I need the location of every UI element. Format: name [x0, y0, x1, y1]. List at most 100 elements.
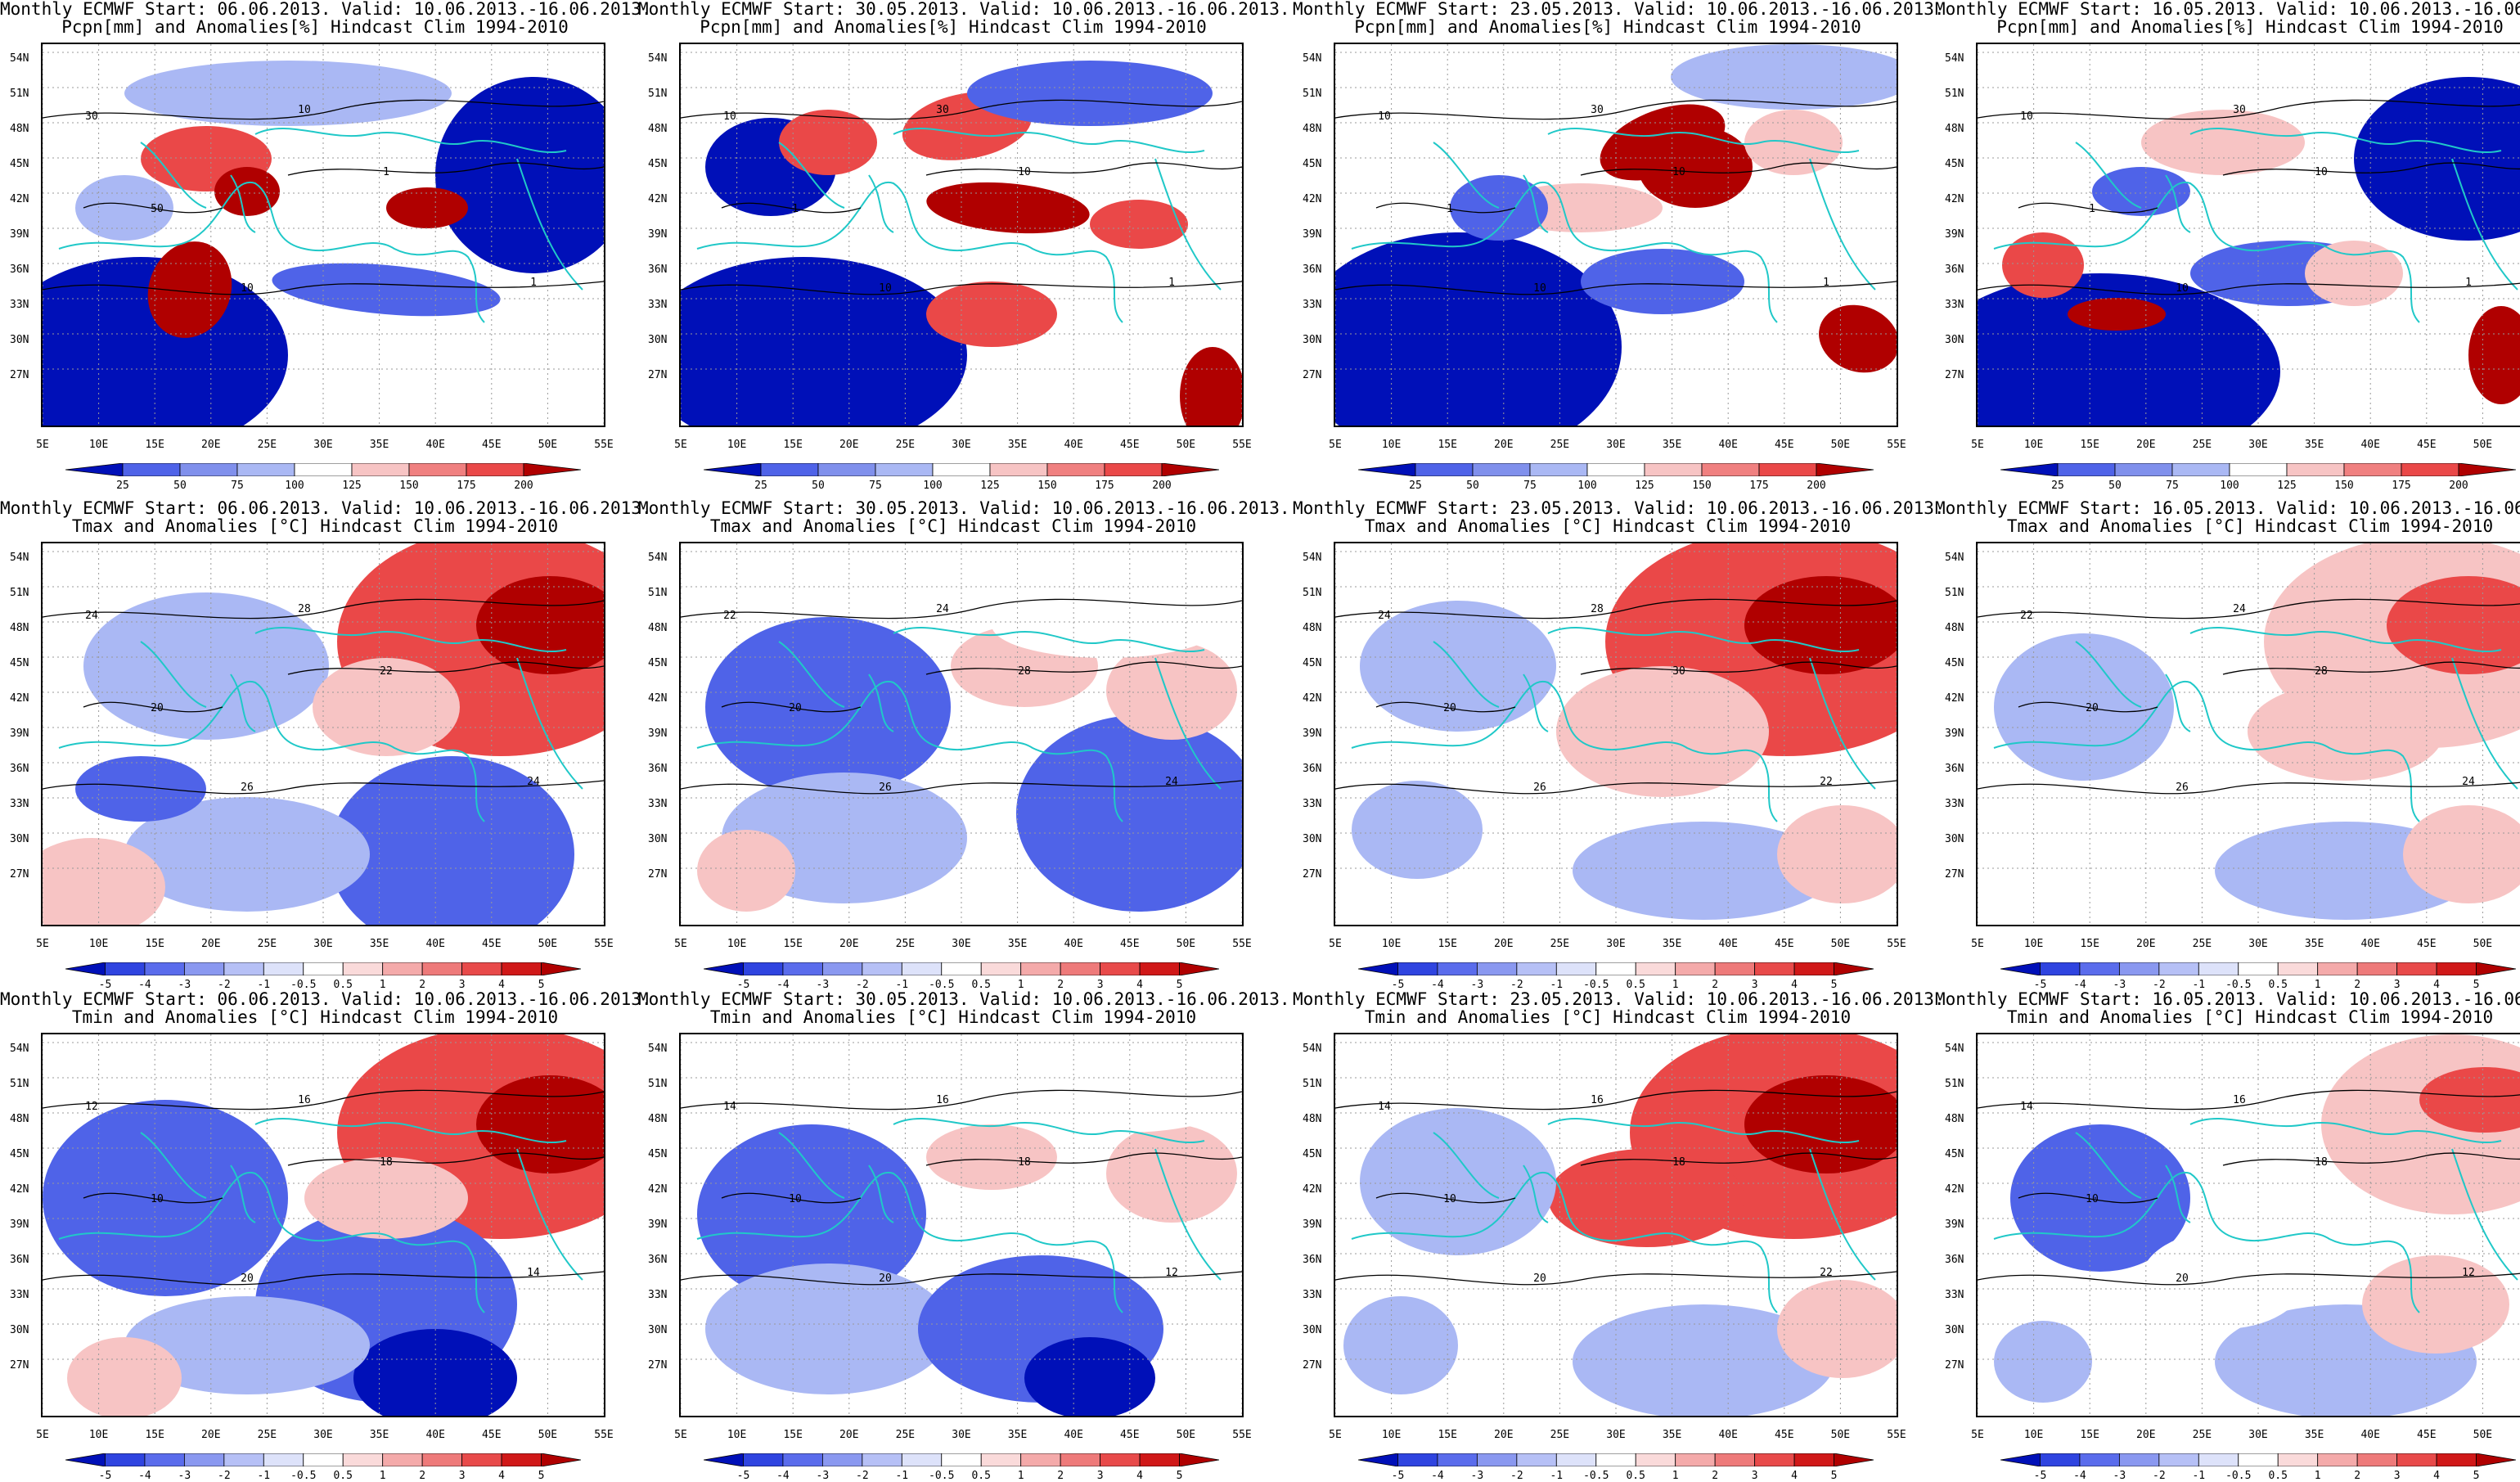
lat-tick-label: 27N [1945, 868, 1964, 881]
anomaly-region-light_red [2248, 682, 2444, 781]
contour-label: 18 [1018, 1156, 1031, 1169]
colorbar-temp [1358, 962, 1874, 975]
map-panel-pcpn-3: Monthly ECMWF Start: 23.05.2013. Valid: … [1293, 0, 1945, 492]
colorbar-swatch [1358, 463, 1416, 476]
colorbar-swatch [862, 1453, 902, 1466]
lat-tick-label: 42N [648, 1183, 668, 1196]
colorbar-swatch [1020, 1453, 1061, 1466]
lat-tick-label: 42N [10, 692, 29, 705]
lat-tick-label: 54N [10, 52, 29, 65]
lat-tick-label: 48N [648, 622, 668, 634]
lat-tick-label: 45N [1303, 158, 1322, 170]
lon-tick-label: 15E [2080, 938, 2099, 950]
contour-line [83, 1192, 223, 1204]
lon-tick-label: 35E [369, 1429, 389, 1441]
colorbar-swatch [65, 1453, 106, 1466]
colorbar-tick-label: -0.5 [2225, 1470, 2252, 1482]
contour-label: 20 [2086, 702, 2099, 714]
contour-label: 24 [527, 776, 540, 788]
map-panel-tmin-2: Monthly ECMWF Start: 30.05.2013. Valid: … [638, 989, 1290, 1482]
contour-line [1978, 282, 2520, 295]
colorbar-swatch [183, 1453, 225, 1466]
anomaly-region-deep_blue [2354, 77, 2520, 241]
lon-tick-label: 5E [1329, 439, 1342, 451]
contour-label: 24 [85, 610, 98, 622]
anomaly-region-deep_blue [1335, 232, 1622, 426]
contour-line [43, 281, 604, 295]
anomaly-field-svg: 10 30 10 1 10 1 [681, 44, 1242, 426]
contour-label: 10 [151, 1193, 164, 1205]
colorbar-temp [704, 962, 1219, 975]
colorbar-tick-label: -2 [218, 1470, 231, 1482]
contour-label: 10 [1378, 110, 1391, 123]
colorbar-swatch [2171, 463, 2230, 476]
anomaly-region-light_red [2141, 110, 2305, 175]
lon-tick-label: 40E [1718, 439, 1738, 451]
colorbar-swatch [1060, 962, 1101, 975]
colorbar-swatch [743, 962, 784, 975]
colorbar-tick-label: 3 [458, 1470, 466, 1482]
colorbar-swatch [351, 463, 410, 476]
panel-title-line1: Monthly ECMWF Start: 06.06.2013. Valid: … [0, 498, 652, 518]
lon-tick-label: 20E [2136, 938, 2156, 950]
anomaly-region-light_blue [124, 1296, 370, 1394]
lat-tick-label: 48N [1945, 123, 1964, 135]
lat-tick-label: 51N [648, 1078, 668, 1090]
contour-label: 1 [1447, 203, 1453, 215]
anomaly-map: 10 30 10 1 10 1 [1334, 43, 1898, 427]
colorbar-swatch [303, 962, 344, 975]
contour-line [681, 1271, 1242, 1286]
panel-title-line1: Monthly ECMWF Start: 30.05.2013. Valid: … [638, 498, 1290, 518]
lon-tick-label: 25E [1550, 1429, 1570, 1441]
anomaly-map: 10 30 10 1 10 1 [1976, 43, 2520, 427]
lat-tick-label: 54N [1303, 1043, 1322, 1055]
colorbar-tick-label: -5 [1391, 979, 1405, 991]
colorbar-temp [1358, 1453, 1874, 1466]
lat-tick-label: 39N [10, 727, 29, 740]
contour-label: 16 [298, 1094, 311, 1106]
coastline [1351, 128, 1876, 323]
colorbar-tick-label: 1 [1672, 1470, 1679, 1482]
lon-tick-label: 25E [2192, 439, 2212, 451]
contour-line [287, 1152, 604, 1166]
lat-tick-label: 27N [1945, 369, 1964, 381]
contour-line [43, 99, 604, 120]
coastline [58, 128, 583, 323]
contour-label: 12 [85, 1101, 98, 1113]
lat-tick-label: 33N [1945, 1289, 1964, 1301]
contour-label: 18 [2315, 1156, 2328, 1169]
anomaly-region-light_blue [75, 175, 173, 241]
lat-tick-label: 30N [10, 334, 29, 346]
lon-tick-label: 35E [2304, 439, 2324, 451]
coastline [696, 1118, 1222, 1313]
lon-tick-label: 45E [2417, 439, 2437, 451]
colorbar-tick-label: -3 [1470, 979, 1484, 991]
colorbar-tick-label: -4 [1431, 979, 1444, 991]
colorbar-swatch [2436, 1453, 2477, 1466]
contour-label: 12 [2462, 1267, 2475, 1279]
panel-title-line1: Monthly ECMWF Start: 30.05.2013. Valid: … [638, 989, 1290, 1009]
colorbar-tick-label: -3 [1470, 1470, 1484, 1482]
colorbar-tick-label: 0.5 [971, 979, 991, 991]
contour-label: 20 [879, 1273, 892, 1285]
anomaly-field-svg: 10 30 10 1 10 1 [1978, 44, 2520, 426]
anomaly-region-light_blue [1352, 781, 1483, 879]
contour-label: 10 [2176, 282, 2189, 295]
lon-tick-label: 10E [1381, 938, 1402, 950]
lat-tick-label: 27N [10, 1359, 29, 1372]
panel-title-line1: Monthly ECMWF Start: 16.05.2013. Valid: … [1935, 989, 2520, 1009]
colorbar-tick-label: -1 [2192, 1470, 2206, 1482]
lon-tick-label: 40E [1718, 1429, 1738, 1441]
anomaly-field-svg: 12 16 18 10 20 14 [43, 1034, 604, 1416]
anomaly-region-deep_red [476, 576, 604, 674]
colorbar-swatch [382, 962, 423, 975]
contour-label: 30 [1672, 665, 1685, 678]
colorbar-tick-label: -5 [736, 1470, 750, 1482]
colorbar-swatch [1472, 463, 1531, 476]
lon-tick-label: 25E [1550, 938, 1570, 950]
lat-tick-label: 42N [1945, 193, 1964, 205]
panel-title-line2: Tmin and Anomalies [°C] Hindcast Clim 19… [1364, 1007, 1852, 1027]
lon-tick-label: 40E [2360, 938, 2380, 950]
colorbar-swatch [1100, 1453, 1141, 1466]
lon-tick-label: 5E [1971, 938, 1984, 950]
